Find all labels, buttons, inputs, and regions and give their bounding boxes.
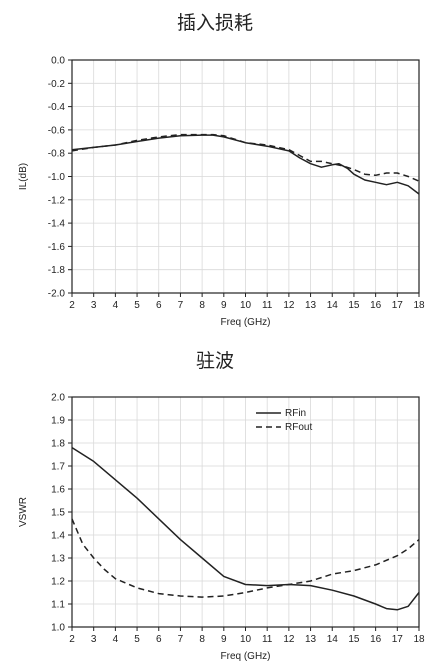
x-tick-label: 5 xyxy=(134,300,140,311)
x-tick-label: 9 xyxy=(221,300,227,311)
series-line-rfout xyxy=(71,518,420,598)
x-tick-label: 12 xyxy=(283,300,295,311)
x-tick-label: 17 xyxy=(392,634,404,645)
x-axis-title: Freq (GHz) xyxy=(221,651,271,662)
x-tick-label: 14 xyxy=(327,634,339,645)
x-tick-label: 4 xyxy=(113,634,119,645)
x-tick-label: 12 xyxy=(283,634,295,645)
y-tick-label: 1.1 xyxy=(51,600,65,611)
y-tick-label: 1.3 xyxy=(51,554,65,565)
y-tick-label: -1.0 xyxy=(48,172,66,183)
x-tick-label: 16 xyxy=(370,300,382,311)
x-tick-label: 2 xyxy=(69,634,75,645)
x-tick-label: 5 xyxy=(134,634,140,645)
chart-1: 0.0 -0.2 -0.4 -0.6 -0.8 -1.0 -1.2 -1.4 -1.6 -1.8 -… xyxy=(18,56,425,329)
legend-label-rfout: RFout xyxy=(285,422,312,433)
x-tick-label: 8 xyxy=(199,634,205,645)
x-tick-label: 11 xyxy=(262,634,273,645)
y-tick-label: -0.2 xyxy=(48,79,66,90)
x-tick-label: 13 xyxy=(305,300,317,311)
x-tick-label: 18 xyxy=(413,634,425,645)
y-tick-label: -1.2 xyxy=(48,195,66,206)
x-tick-label: 16 xyxy=(370,634,382,645)
x-tick-label: 11 xyxy=(262,300,273,311)
x-tick-label: 2 xyxy=(69,300,75,311)
y-tick-label: 1.6 xyxy=(51,485,65,496)
x-tick-label: 13 xyxy=(305,634,317,645)
x-tick-label: 10 xyxy=(240,300,252,311)
y-axis-title: IL(dB) xyxy=(18,163,29,190)
y-tick-label: 1.5 xyxy=(51,508,65,519)
y-tick-label: 1.7 xyxy=(51,462,65,473)
x-tick-label: 7 xyxy=(178,634,184,645)
y-tick-label: 0.0 xyxy=(51,56,65,67)
chart-title-insertion-loss: 插入损耗 xyxy=(176,12,253,34)
chart-title-vswr: 驻波 xyxy=(195,350,234,372)
x-tick-label: 17 xyxy=(392,300,404,311)
x-tick-label: 4 xyxy=(113,300,119,311)
series-line-1 xyxy=(71,134,420,195)
y-tick-label: -0.8 xyxy=(48,149,66,160)
x-tick-label: 15 xyxy=(348,300,360,311)
y-tick-label: -0.6 xyxy=(48,125,66,136)
x-tick-label: 18 xyxy=(413,300,425,311)
x-tick-label: 3 xyxy=(91,300,97,311)
y-axis-title: VSWR xyxy=(18,497,29,527)
y-tick-label: -1.6 xyxy=(48,242,66,253)
x-tick-label: 7 xyxy=(178,300,184,311)
y-tick-label: 2.0 xyxy=(51,393,65,404)
chart-2: 2.0 1.9 1.8 1.7 1.6 1.5 1.4 1.3 1.2 1.1 1.0 2 3 4 5 6 7 8… xyxy=(18,393,425,663)
series-line-2 xyxy=(71,133,420,182)
y-tick-label: 1.0 xyxy=(51,623,65,634)
legend-label-rfin: RFin xyxy=(285,408,306,419)
series-line-rfin xyxy=(71,446,420,611)
y-tick-label: -1.8 xyxy=(48,265,66,276)
x-tick-label: 6 xyxy=(156,300,162,311)
y-tick-label: -0.4 xyxy=(48,102,66,113)
y-tick-label: 1.2 xyxy=(51,577,65,588)
y-tick-label: -2.0 xyxy=(48,289,66,300)
y-tick-label: 1.9 xyxy=(51,416,65,427)
x-tick-label: 14 xyxy=(327,300,339,311)
x-axis-title: Freq (GHz) xyxy=(221,317,271,328)
x-tick-label: 15 xyxy=(348,634,360,645)
x-tick-label: 9 xyxy=(221,634,227,645)
y-tick-label: 1.8 xyxy=(51,439,65,450)
y-tick-label: 1.4 xyxy=(51,531,65,542)
x-tick-label: 10 xyxy=(240,634,252,645)
x-tick-label: 6 xyxy=(156,634,162,645)
x-tick-label: 3 xyxy=(91,634,97,645)
y-tick-label: -1.4 xyxy=(48,219,66,230)
x-tick-label: 8 xyxy=(199,300,205,311)
